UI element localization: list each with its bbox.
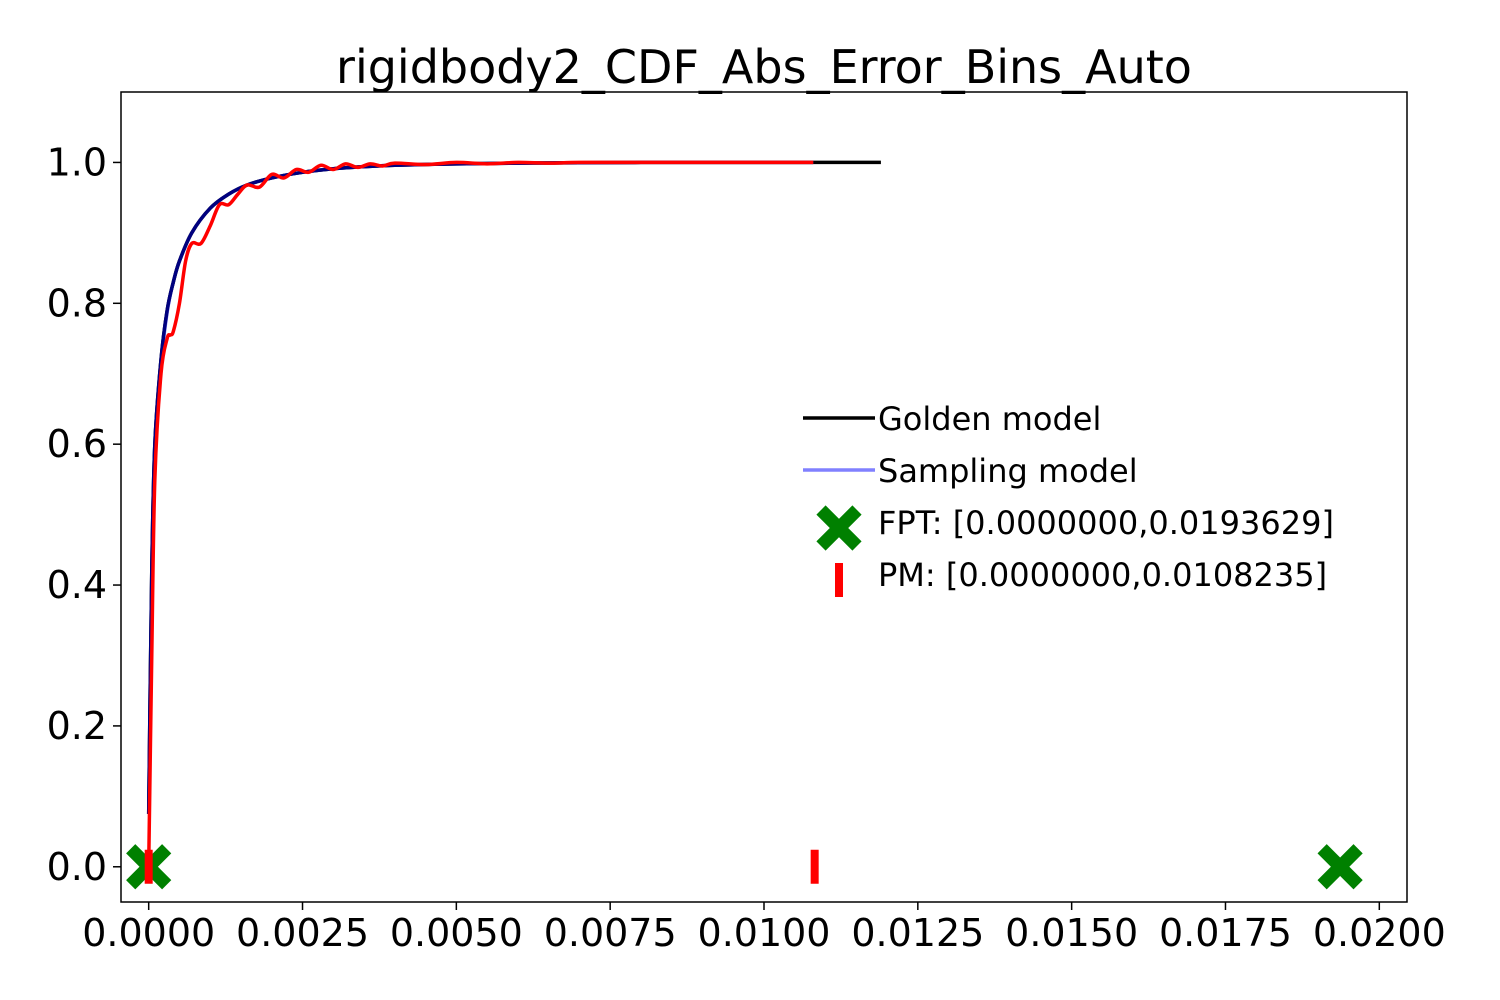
x-tick-label: 0.0200 (1313, 911, 1446, 955)
x-tick-label: 0.0025 (236, 911, 369, 955)
x-tick-label: 0.0100 (698, 911, 831, 955)
series-line-1 (146, 160, 881, 814)
plot-frame (120, 91, 1408, 903)
legend-label-4: PM: [0.0000000,0.0108235] (878, 556, 1327, 594)
legend-label-2: Sampling model (878, 452, 1138, 490)
plot-area (126, 160, 1363, 890)
y-tick-label: 0.0 (47, 845, 107, 889)
x-tick-label: 0.0000 (82, 911, 215, 955)
y-tick-label: 0.8 (47, 281, 107, 325)
legend-label-1: Golden model (878, 400, 1101, 438)
marker-fpt-2 (1317, 844, 1363, 890)
series-line-2 (147, 160, 814, 814)
x-tick-label: 0.0075 (544, 911, 677, 955)
x-tick-label: 0.0050 (390, 911, 523, 955)
legend-fpt-swatch (816, 505, 862, 551)
series-line-3 (146, 160, 814, 814)
chart-title: rigidbody2_CDF_Abs_Error_Bins_Auto (336, 40, 1192, 94)
x-tick-label: 0.0150 (1005, 911, 1138, 955)
axis-ticks: 0.0000 0.0025 0.0050 0.0075 0.0100 0.0125 0.01… (47, 140, 1446, 955)
y-tick-label: 0.4 (47, 563, 107, 607)
legend-label-3: FPT: [0.0000000,0.0193629] (878, 504, 1334, 542)
y-tick-label: 0.6 (47, 422, 107, 466)
y-tick-label: 0.2 (47, 704, 107, 748)
y-tick-label: 1.0 (47, 140, 107, 184)
x-tick-label: 0.0125 (851, 911, 984, 955)
x-tick-label: 0.0175 (1159, 911, 1292, 955)
series-line-4 (146, 160, 814, 867)
legend: Golden model Sampling model FPT: [0.000000… (803, 400, 1334, 597)
